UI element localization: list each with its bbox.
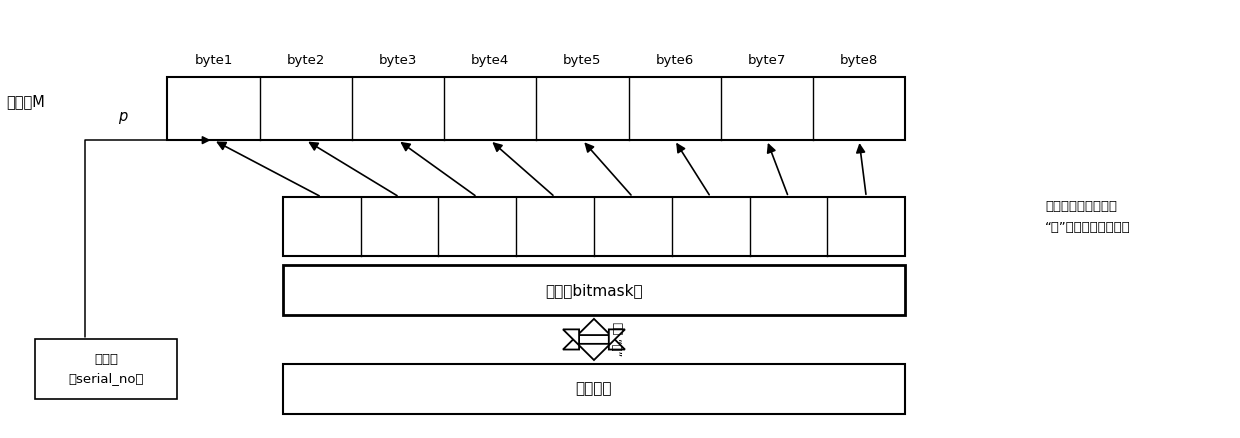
FancyBboxPatch shape xyxy=(283,364,905,414)
FancyBboxPatch shape xyxy=(35,339,177,399)
FancyBboxPatch shape xyxy=(283,265,905,315)
Polygon shape xyxy=(563,329,625,360)
Text: byte3: byte3 xyxy=(378,54,417,67)
Text: “与”: “与” xyxy=(611,339,621,357)
Text: byte1: byte1 xyxy=(195,54,233,67)
Text: 匹配字段与掩码进行
“与”逻辑后的运算结果: 匹配字段与掩码进行 “与”逻辑后的运算结果 xyxy=(1045,200,1131,234)
FancyBboxPatch shape xyxy=(167,77,905,140)
Text: byte4: byte4 xyxy=(471,54,510,67)
Text: 逻辑: 逻辑 xyxy=(611,322,621,335)
Text: 流标识
（serial_no）: 流标识 （serial_no） xyxy=(68,353,144,385)
Text: byte5: byte5 xyxy=(563,54,601,67)
Text: p: p xyxy=(118,109,126,124)
Text: byte6: byte6 xyxy=(656,54,693,67)
Text: 映射値M: 映射値M xyxy=(6,95,45,110)
Text: 匹配字段: 匹配字段 xyxy=(575,381,613,396)
Text: 掩码（bitmask）: 掩码（bitmask） xyxy=(546,283,642,298)
Text: byte2: byte2 xyxy=(286,54,325,67)
Text: byte8: byte8 xyxy=(839,54,878,67)
FancyBboxPatch shape xyxy=(283,197,905,256)
Text: byte7: byte7 xyxy=(748,54,786,67)
Polygon shape xyxy=(563,319,625,350)
